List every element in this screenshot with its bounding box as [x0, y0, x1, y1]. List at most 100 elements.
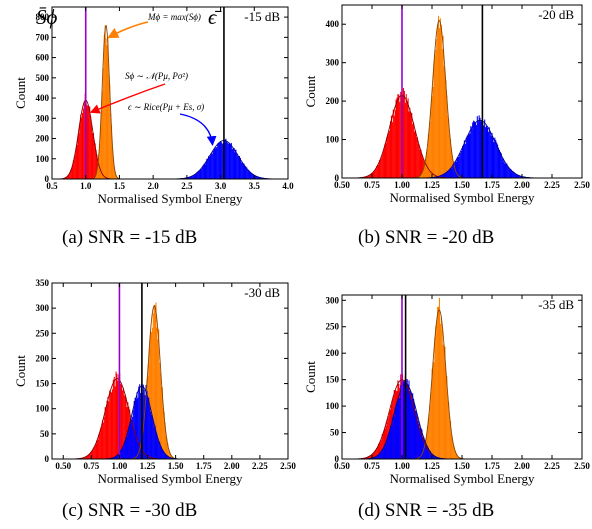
histogram-bar: [259, 177, 261, 179]
annotation-max: Mϕ = max(Sϕ): [147, 12, 201, 22]
x-tick-label: 2.5: [181, 181, 193, 191]
histogram-bar: [258, 176, 260, 179]
histogram-bar: [89, 106, 91, 179]
histogram-bar: [130, 419, 133, 459]
histogram-bar: [408, 111, 410, 178]
y-tick-label: 0: [45, 174, 50, 184]
x-tick-label: 1.00: [394, 180, 410, 190]
histogram-bar: [105, 38, 107, 179]
histogram-bar: [157, 438, 159, 459]
histogram-bar: [88, 106, 90, 179]
histogram-bar: [373, 171, 375, 178]
x-tick-label: 1.25: [424, 180, 440, 190]
histogram-bar: [500, 153, 502, 178]
histogram-bar: [446, 376, 448, 459]
histogram-bar: [381, 154, 383, 178]
plot-area-d: [342, 297, 582, 459]
histogram-bar: [496, 142, 498, 178]
histogram-bar: [404, 102, 406, 178]
histogram-bar: [447, 395, 449, 459]
histogram-bar: [67, 175, 69, 179]
histogram-bar: [158, 441, 160, 459]
histogram-bar: [80, 114, 82, 179]
histogram-bar: [388, 433, 390, 459]
chart-svg-a: 0.5 1.0 1.5 2.0 2.5 3.0 3.5 4.0 0 100 200 300 400 500…: [13, 5, 294, 206]
histogram-bar: [433, 455, 435, 459]
histogram-bar: [71, 168, 73, 179]
y-tick-label: 200: [326, 348, 340, 358]
histogram-bar: [194, 174, 196, 179]
histogram-bar: [424, 439, 426, 459]
snr-label: -20 dB: [538, 7, 574, 22]
y-tick-label: 200: [36, 134, 50, 144]
histogram-bar: [111, 125, 113, 179]
histogram-bar: [390, 426, 392, 459]
histogram-bar: [480, 121, 482, 178]
histogram-bar: [160, 372, 162, 459]
histogram-bar: [450, 434, 452, 459]
histogram-bar: [426, 446, 428, 459]
histogram-bar: [477, 121, 479, 178]
histogram-bar: [379, 441, 381, 459]
histogram-bar: [170, 455, 172, 459]
annotation-mean-s: S̄ϕ: [36, 5, 58, 29]
x-axis-label: Normalised Symbol Energy: [390, 190, 535, 205]
histogram-bar: [115, 371, 117, 459]
histogram-bar: [390, 121, 392, 178]
histogram-bar: [449, 134, 451, 178]
histogram-bar: [120, 451, 122, 459]
histogram-bar: [160, 387, 162, 459]
histogram-bar: [100, 126, 102, 179]
histogram-bar: [101, 110, 103, 179]
histogram-bar: [392, 109, 394, 178]
histogram-bar: [435, 49, 437, 178]
histogram-bar: [365, 457, 367, 459]
histogram-bar: [210, 153, 212, 179]
histogram-bar: [428, 450, 430, 459]
histogram-bar: [512, 171, 514, 178]
histogram-bar: [453, 446, 455, 459]
x-tick-label: 2.25: [544, 180, 560, 190]
histogram-bar: [421, 429, 423, 459]
plot-area-c: [52, 302, 288, 459]
histogram-bar: [213, 148, 215, 179]
histogram-bar: [442, 35, 444, 178]
histogram-bar: [372, 457, 374, 459]
histogram-bar: [383, 447, 385, 459]
histogram-bar: [426, 445, 428, 459]
histogram-bar: [435, 456, 437, 459]
histogram-bar: [206, 158, 208, 179]
histogram-bar: [488, 127, 490, 178]
histogram-bar: [165, 454, 167, 459]
histogram-bar: [364, 176, 366, 178]
histogram-bar: [203, 163, 205, 179]
histogram-bar: [108, 74, 110, 179]
histogram-bar: [457, 456, 459, 459]
x-tick-label: 1.50: [454, 180, 470, 190]
histogram-bar: [226, 141, 228, 179]
histogram-bar: [432, 86, 434, 178]
histogram-bar: [219, 141, 221, 179]
x-tick-label: 0.50: [334, 180, 350, 190]
histogram-bar: [375, 450, 377, 459]
histogram-bar: [116, 373, 118, 459]
histogram-bar: [422, 158, 424, 178]
histogram-bar: [433, 61, 435, 178]
histogram-bar: [107, 396, 109, 459]
histogram-bar: [220, 142, 222, 179]
histogram-bar: [75, 147, 77, 179]
histogram-bar: [373, 457, 375, 459]
histogram-bar: [450, 167, 452, 178]
histogram-bar: [120, 384, 123, 459]
histogram-bar: [415, 137, 417, 178]
histogram-bar: [189, 177, 191, 179]
histogram-bar: [84, 457, 86, 459]
histogram-bar: [370, 455, 372, 459]
x-tick-label: 2.25: [544, 461, 560, 471]
histogram-bar: [440, 175, 442, 178]
histogram-bar: [207, 159, 209, 179]
y-tick-label: 0: [335, 454, 340, 464]
histogram-bar: [495, 140, 497, 178]
histogram-bar: [143, 389, 145, 459]
histogram-bar: [260, 177, 262, 179]
